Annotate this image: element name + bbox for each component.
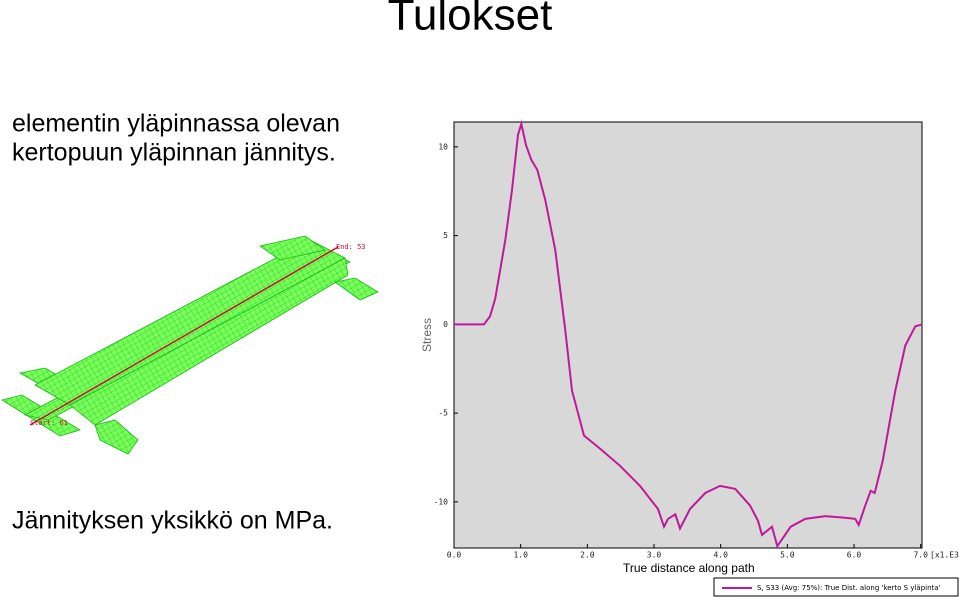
x-scale-label: [x1.E3] [930, 551, 960, 560]
y-tick-label: 10 [438, 142, 448, 151]
y-tick-label: -5 [438, 409, 448, 418]
text-line: kertopuun yläpinnan jännitys. [12, 139, 336, 167]
x-tick-label: 4.0 [713, 551, 728, 560]
line-series [454, 119, 923, 549]
start-label: Start: 61 [30, 419, 68, 427]
x-tick-label: 5.0 [780, 551, 795, 560]
x-tick-label: 6.0 [847, 551, 862, 560]
slide-title: Tulokset [388, 0, 553, 40]
x-tick-label: 3.0 [647, 551, 662, 560]
x-tick-label: 2.0 [580, 551, 595, 560]
legend [713, 577, 959, 597]
legend-label: S, S33 (Avg: 75%): True Dist. along 'ker… [757, 584, 941, 592]
text-line: elementin yläpinnassa olevan [12, 110, 340, 138]
fe-model: End: 53 Start: 61 [0, 235, 379, 455]
x-axis-label: True distance along path [623, 561, 755, 575]
note: Jännityksen yksikkö on MPa. [12, 507, 333, 535]
x-tick-label: 0.0 [447, 551, 462, 560]
y-tick-label: 0 [443, 320, 448, 329]
end-label: End: 53 [336, 243, 366, 251]
plot-area [453, 121, 923, 549]
y-tick-label: 5 [443, 231, 448, 240]
y-tick-label: -10 [434, 497, 449, 506]
y-axis-label: Stress [420, 318, 434, 352]
x-tick-label: 1.0 [513, 551, 528, 560]
x-tick-label: 7.0 [913, 551, 928, 560]
